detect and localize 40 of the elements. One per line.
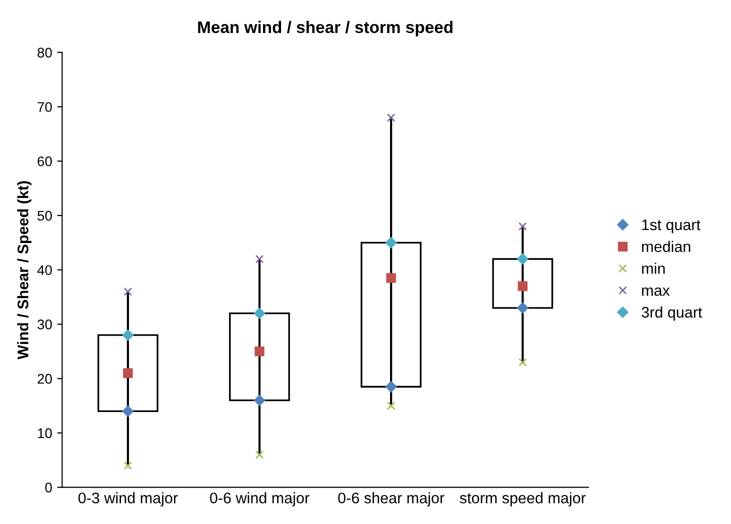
y-tick-label: 60 xyxy=(38,156,52,166)
y-tick-label: 10 xyxy=(38,428,52,438)
y-tick-label: 70 xyxy=(38,102,52,112)
y-tick-label: 0 xyxy=(45,482,52,492)
legend-label: max xyxy=(642,287,670,296)
point xyxy=(254,308,266,319)
point xyxy=(386,113,396,122)
legend-label: 1st quart xyxy=(642,220,700,234)
point xyxy=(255,254,264,264)
chart-title: Mean wind / shear / storm speed xyxy=(198,20,452,36)
point xyxy=(255,450,264,459)
y-tick-label: 20 xyxy=(38,374,52,384)
x-tick-label: 0-3 wind major xyxy=(78,492,178,506)
point xyxy=(124,461,132,470)
y-tick-label: 30 xyxy=(37,320,52,330)
point xyxy=(122,329,134,341)
point xyxy=(254,346,264,356)
point xyxy=(518,222,527,231)
point xyxy=(385,381,397,392)
legend-label: min xyxy=(642,262,665,274)
y-tick-label: 80 xyxy=(38,48,52,58)
x-tick-label: storm speed major xyxy=(460,492,586,506)
point xyxy=(122,406,134,417)
y-axis-title: Wind / Shear / Speed (kt) xyxy=(17,181,32,360)
legend-label: 3rd quart xyxy=(642,306,702,321)
x-tick-label: 0-6 wind major xyxy=(210,492,310,506)
point xyxy=(385,237,397,248)
point xyxy=(123,368,133,378)
y-tick-label: 50 xyxy=(38,210,52,221)
point xyxy=(518,281,528,292)
legend-label: median xyxy=(642,240,690,252)
point xyxy=(254,394,266,406)
y-tick-label: 40 xyxy=(37,265,52,276)
point xyxy=(518,358,527,366)
point xyxy=(517,302,528,314)
point xyxy=(517,253,528,265)
point xyxy=(386,273,396,283)
x-tick-label: 0-6 shear major xyxy=(338,492,444,506)
point xyxy=(386,402,396,410)
point xyxy=(124,287,132,296)
